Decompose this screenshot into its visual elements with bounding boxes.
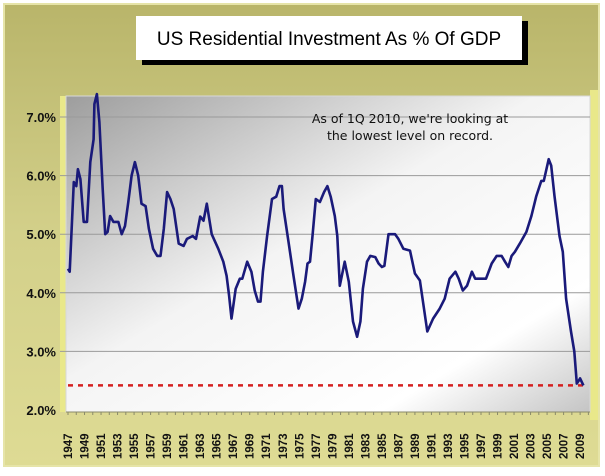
x-tick-label: 1973: [278, 433, 290, 459]
x-tick-label: 2009: [575, 433, 587, 459]
x-tick-label: 2003: [526, 433, 538, 459]
y-tick-label: 3.0%: [26, 344, 56, 359]
x-tick-label: 1995: [459, 433, 471, 459]
x-tick-label: 1957: [146, 433, 158, 459]
x-tick-label: 1997: [476, 433, 488, 459]
y-tick-label: 7.0%: [26, 110, 56, 125]
x-tick-label: 1979: [327, 433, 339, 459]
x-tick-label: 1993: [443, 433, 455, 459]
x-tick-label: 1983: [360, 433, 372, 459]
x-tick-label: 1985: [377, 433, 389, 459]
x-tick-label: 2005: [542, 433, 554, 459]
y-tick-label: 6.0%: [26, 169, 56, 184]
plot-area: [66, 96, 590, 412]
x-tick-label: 1975: [294, 433, 306, 459]
y-tick-label: 4.0%: [26, 286, 56, 301]
x-tick-label: 1989: [410, 433, 422, 459]
x-tick-label: 1987: [393, 433, 405, 459]
x-tick-label: 1953: [113, 433, 125, 459]
x-tick-label: 1999: [493, 433, 505, 459]
x-tick-label: 1971: [261, 433, 273, 459]
x-tick-label: 1951: [96, 433, 108, 459]
x-tick-label: 1981: [344, 433, 356, 459]
x-tick-label: 2001: [509, 433, 521, 459]
annotation-line-2: the lowest level on record.: [327, 128, 493, 143]
x-tick-label: 1969: [245, 433, 257, 459]
x-tick-label: 1967: [228, 433, 240, 459]
y-tick-label: 2.0%: [26, 403, 56, 418]
x-tick-label: 1947: [63, 433, 75, 459]
x-tick-label: 1965: [212, 433, 224, 459]
x-tick-label: 1955: [129, 433, 141, 459]
x-tick-label: 1961: [179, 433, 191, 459]
plot-left-strip: [60, 96, 66, 412]
x-tick-label: 1949: [80, 433, 92, 459]
x-tick-label: 1977: [311, 433, 323, 459]
x-tick-label: 1959: [162, 433, 174, 459]
plot-right-strip: [590, 90, 598, 420]
x-tick-label: 1991: [426, 433, 438, 459]
x-tick-label: 1963: [195, 433, 207, 459]
annotation-line-1: As of 1Q 2010, we're looking at: [312, 111, 508, 126]
chart-title: US Residential Investment As % Of GDP: [157, 29, 501, 50]
y-tick-label: 5.0%: [26, 227, 56, 242]
x-tick-label: 2007: [559, 433, 571, 459]
